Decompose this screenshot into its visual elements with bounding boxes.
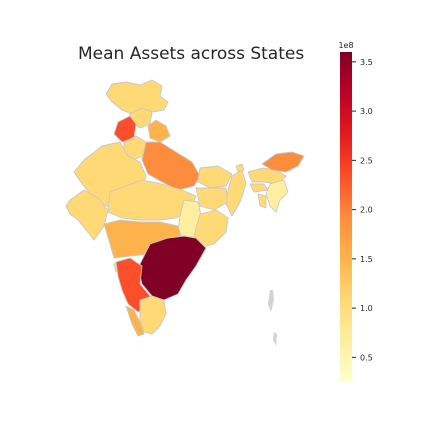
colorbar-tick-label: 3.0 [360,107,373,116]
region-bihar [197,165,233,189]
map-title: Mean Assets across States [78,44,305,64]
region-nicobar [273,332,277,346]
colorbar-scale-label: 1e8 [338,41,353,50]
region-west-bengal [225,169,247,217]
region-andhra-telangana [137,235,207,301]
region-jharkhand [195,187,229,211]
region-meghalaya [249,183,269,193]
colorbar-tick-label: 0.5 [360,353,373,362]
region-northeast-south [265,179,289,213]
colorbar-tick-label: 1.5 [360,255,373,264]
colorbar-tick-label: 2.0 [360,206,373,215]
region-tripura [257,193,267,209]
region-andaman [268,290,274,312]
region-kerala [125,305,145,337]
colorbar-tick-label: 2.5 [360,156,373,165]
region-sikkim [235,163,245,173]
region-gujarat [65,189,109,241]
region-uttarakhand [147,119,171,143]
region-uttar-pradesh [141,141,201,191]
region-arunachal [261,151,305,173]
colorbar-tick-label: 1.0 [360,304,373,313]
colorbar-ticks: 0.5 1.0 1.5 2.0 2.5 3.0 3.5 [352,58,373,362]
colorbar-tick-label: 3.5 [360,58,373,67]
colorbar [340,52,352,382]
region-tamil-nadu [139,295,167,335]
region-jammu-kashmir [105,79,169,115]
region-assam [247,167,287,185]
